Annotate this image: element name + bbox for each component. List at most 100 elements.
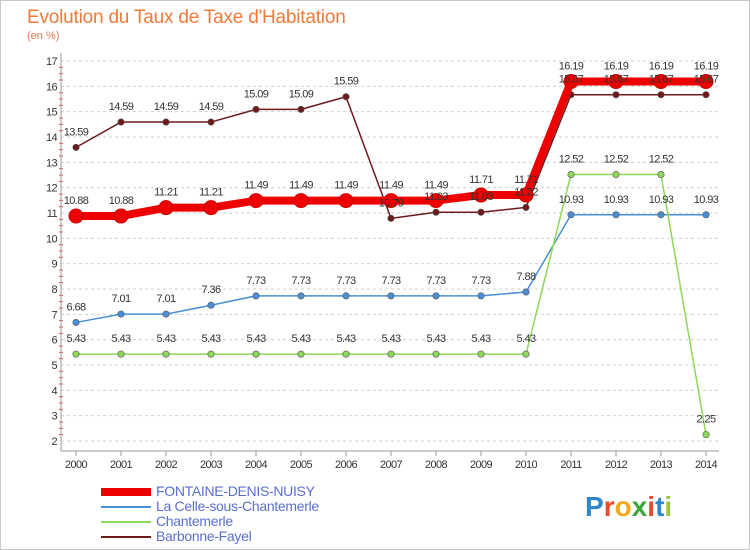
data-label: 15.67: [559, 74, 584, 86]
x-tick-label: 2003: [200, 459, 223, 471]
data-label: 6.68: [66, 301, 85, 313]
data-point: [203, 200, 219, 216]
data-label: 10.88: [109, 195, 134, 207]
y-tick-label: 15: [46, 107, 58, 119]
data-label: 5.43: [291, 333, 310, 345]
data-label: 11.49: [334, 180, 358, 192]
data-point: [207, 301, 215, 309]
data-point: [432, 208, 440, 216]
y-tick-label: 2: [51, 436, 57, 448]
y-tick-label: 11: [47, 208, 58, 220]
data-point: [342, 350, 350, 358]
data-label: 11.22: [514, 186, 538, 198]
data-label: 10.93: [694, 194, 719, 206]
legend-swatch: [101, 521, 151, 523]
legend-swatch: [101, 488, 151, 496]
data-point: [297, 292, 305, 300]
data-point: [432, 292, 440, 300]
series-line-la-celle-sous-chantemerle: [75, 214, 706, 324]
data-label: 5.43: [471, 333, 490, 345]
y-tick-label: 8: [51, 284, 57, 296]
data-label: 16.19: [694, 61, 719, 73]
data-point: [567, 211, 575, 219]
data-point: [518, 187, 534, 203]
data-point: [162, 350, 170, 358]
data-label: 10.88: [64, 195, 89, 207]
data-point: [522, 350, 530, 358]
data-label: 5.43: [201, 333, 220, 345]
data-label: 15.09: [289, 88, 314, 100]
y-tick-label: 17: [46, 56, 58, 68]
data-point: [563, 74, 579, 90]
data-label: 5.43: [111, 333, 130, 345]
y-tick-label: 13: [46, 157, 58, 169]
data-point: [387, 350, 395, 358]
data-point: [207, 118, 215, 126]
y-tick-label: 12: [46, 183, 58, 195]
logo-letter: r: [603, 491, 615, 522]
legend-label: Chantemerle: [156, 513, 233, 529]
data-label: 5.43: [66, 333, 85, 345]
data-label: 12.52: [559, 153, 584, 165]
data-label: 11.21: [199, 187, 223, 199]
x-tick-label: 2002: [155, 459, 178, 471]
chart-title: Evolution du Taux de Taxe d'Habitation: [27, 7, 346, 28]
data-point: [383, 193, 399, 209]
data-point: [477, 350, 485, 358]
data-label: 12.52: [604, 153, 629, 165]
x-tick-label: 2011: [560, 459, 582, 471]
data-point: [338, 193, 354, 209]
data-point: [162, 118, 170, 126]
x-tick-label: 2008: [425, 459, 448, 471]
data-label: 11.71: [514, 174, 538, 186]
data-point: [653, 74, 669, 90]
data-point: [522, 288, 530, 296]
data-label: 5.43: [426, 333, 445, 345]
data-point: [117, 118, 125, 126]
y-tick-label: 3: [51, 411, 57, 423]
data-point: [158, 200, 174, 216]
data-point: [612, 91, 620, 99]
data-label: 11.03: [424, 191, 448, 203]
data-label: 10.93: [604, 194, 629, 206]
data-point: [657, 170, 665, 178]
logo-letter: i: [647, 491, 656, 522]
data-point: [612, 170, 620, 178]
data-label: 7.88: [516, 271, 535, 283]
data-label: 7.73: [426, 275, 445, 287]
data-point: [612, 211, 620, 219]
legend-label: Barbonne-Fayel: [156, 528, 252, 544]
data-label: 5.43: [516, 333, 535, 345]
y-tick-label: 7: [51, 309, 57, 321]
data-label: 7.73: [246, 275, 265, 287]
data-label: 15.67: [649, 74, 674, 86]
y-tick-label: 4: [51, 385, 57, 397]
data-label: 7.01: [156, 293, 175, 305]
logo-letter: o: [614, 491, 632, 522]
data-point: [473, 187, 489, 203]
x-tick-label: 2005: [290, 459, 313, 471]
y-tick-label: 6: [51, 335, 57, 347]
data-point: [297, 105, 305, 113]
data-point: [117, 350, 125, 358]
data-label: 14.59: [154, 101, 179, 113]
x-tick-label: 2010: [515, 459, 538, 471]
legend-label: La Celle-sous-Chantemerle: [156, 498, 319, 514]
data-label: 15.67: [604, 74, 629, 86]
data-label: 7.73: [381, 275, 400, 287]
data-label: 10.93: [559, 194, 584, 206]
data-point: [567, 170, 575, 178]
x-tick-label: 2000: [65, 459, 88, 471]
data-point: [428, 193, 444, 209]
data-point: [657, 211, 665, 219]
data-point: [297, 350, 305, 358]
x-tick-label: 2006: [335, 459, 358, 471]
x-tick-label: 2001: [110, 459, 133, 471]
data-point: [117, 310, 125, 318]
logo-letter: x: [631, 491, 648, 522]
data-label: 10.93: [649, 194, 674, 206]
data-label: 11.49: [379, 180, 403, 192]
data-label: 13.59: [64, 126, 89, 138]
y-tick-label: 14: [46, 132, 58, 144]
